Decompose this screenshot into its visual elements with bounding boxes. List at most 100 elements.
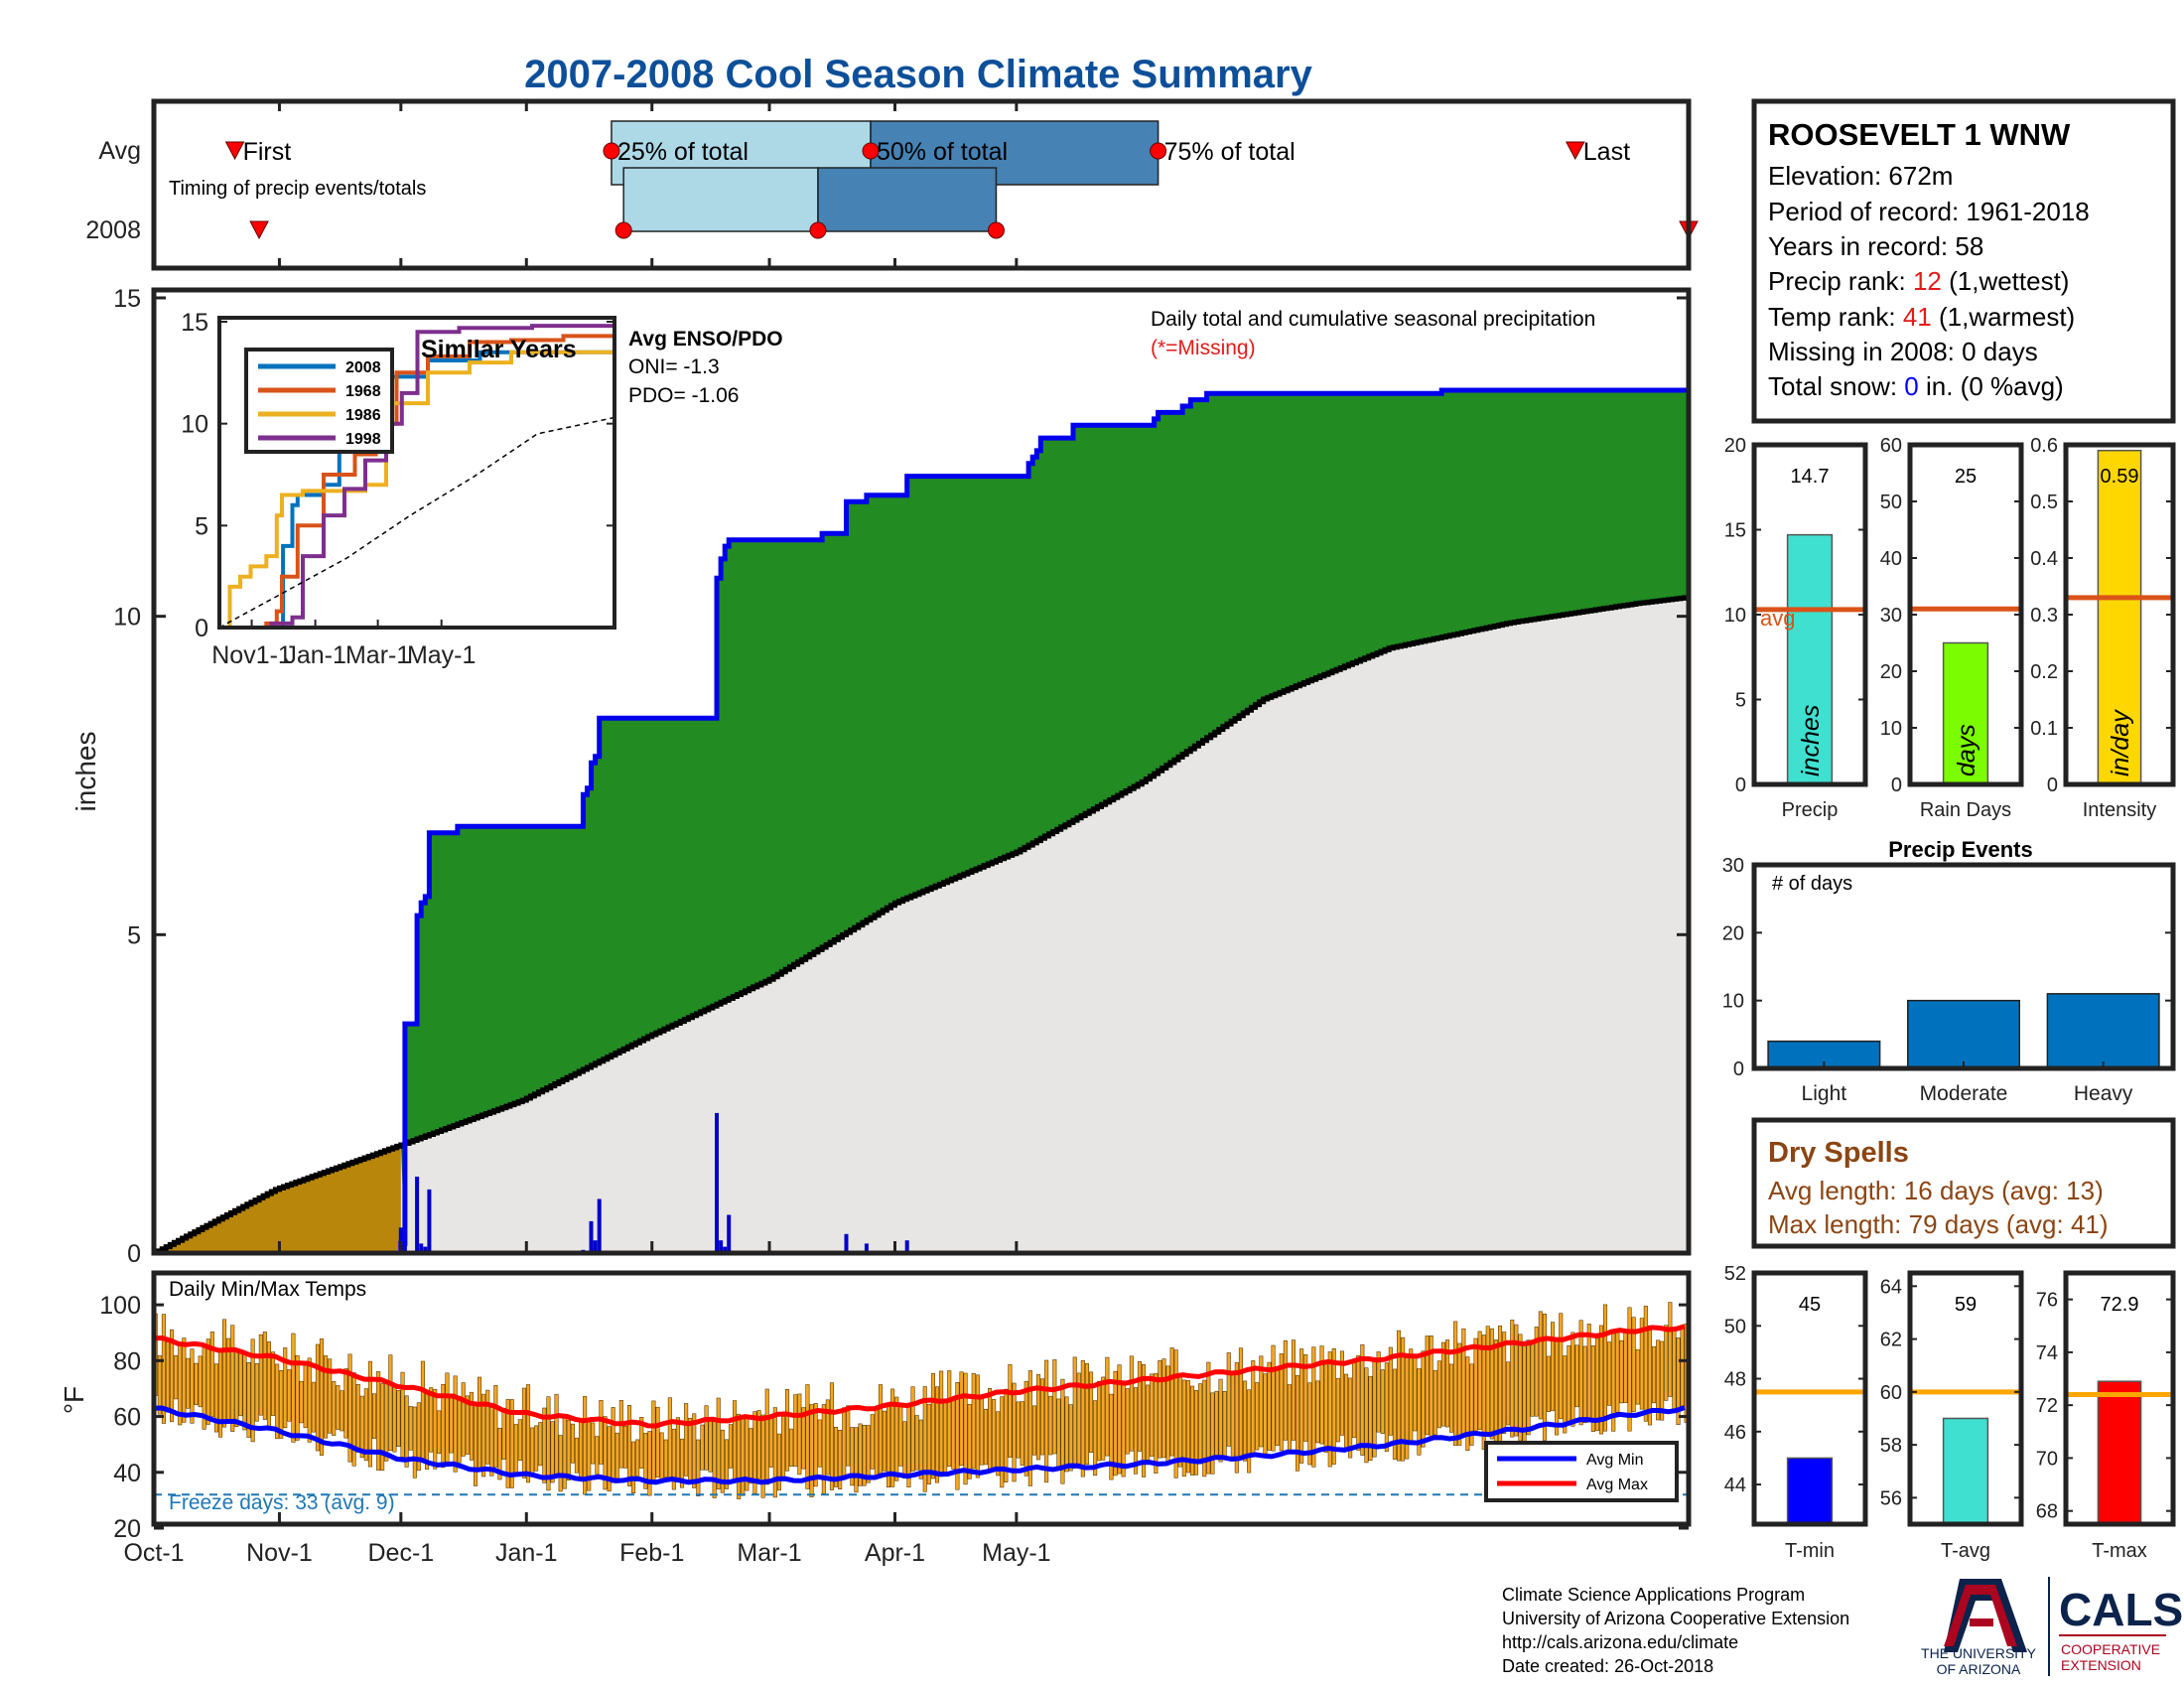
daily-temp-bar xyxy=(1546,1355,1551,1413)
summary-panel-precip: 0 5 10 15 20 14.7 Precip inches avg xyxy=(1724,435,1868,821)
timing-first-last-marker xyxy=(249,220,269,240)
precip-rank-value: 12 xyxy=(1913,266,1942,296)
timing-percent-marker xyxy=(603,142,620,160)
daily-temp-bar xyxy=(720,1429,725,1493)
daily-temp-bar xyxy=(412,1406,417,1478)
daily-temp-bar xyxy=(663,1439,668,1477)
daily-temp-bar xyxy=(772,1407,777,1498)
inset-y-tick-label: 5 xyxy=(195,512,208,540)
daily-temp-bar xyxy=(1506,1361,1511,1426)
daily-temp-bar xyxy=(833,1427,839,1487)
daily-temp-bar xyxy=(704,1405,709,1471)
daily-temp-bar xyxy=(829,1382,834,1490)
cals-line2: EXTENSION xyxy=(2061,1657,2141,1673)
daily-precip-bar xyxy=(864,1243,869,1253)
daily-temp-bar xyxy=(303,1363,308,1429)
daily-temp-bar xyxy=(1068,1404,1073,1472)
daily-temp-bar xyxy=(315,1343,320,1452)
daily-temp-bar xyxy=(213,1363,218,1433)
inset-x-tick-label: Jan-1 xyxy=(284,641,346,669)
temp-summary-panel-t-max: 68 70 72 74 76 72.9 T-max xyxy=(2036,1270,2176,1562)
daily-temp-bar xyxy=(1283,1339,1288,1441)
daily-temp-bar xyxy=(1425,1336,1430,1436)
daily-temp-bar xyxy=(1101,1376,1106,1461)
temp-y-tick-label: 60 xyxy=(113,1404,141,1432)
daily-temp-bar xyxy=(934,1386,940,1483)
main-y-ticks: 0 5 10 15 xyxy=(113,285,1689,1268)
daily-temp-bar xyxy=(1117,1364,1122,1475)
daily-precip-bar xyxy=(719,1240,724,1253)
daily-temp-bar xyxy=(1234,1361,1239,1474)
daily-temp-bar xyxy=(894,1396,899,1481)
inset-average-line xyxy=(218,416,615,629)
daily-temp-bar xyxy=(1169,1347,1174,1457)
temperature-plot: 20 40 60 80 100 °F Daily Min/Max Temps Freez… xyxy=(59,1270,1692,1543)
daily-temp-bar xyxy=(1676,1337,1681,1426)
daily-temp-bar xyxy=(618,1400,623,1469)
daily-temp-bar xyxy=(1109,1393,1114,1480)
daily-temp-bar xyxy=(1397,1330,1402,1462)
ua-logo-line1: THE UNIVERSITY xyxy=(1921,1645,2037,1661)
precip-events-ylabel: # of days xyxy=(1772,873,1852,895)
daily-temp-bar xyxy=(805,1384,810,1489)
average-cumulative-area xyxy=(154,597,1689,1253)
daily-temp-bar xyxy=(1551,1322,1556,1412)
daily-temp-bar xyxy=(1436,1360,1441,1429)
daily-temp-bar xyxy=(1586,1324,1591,1423)
footer-credits: Climate Science Applications Program Uni… xyxy=(1502,1583,1849,1678)
precip-event-category-label: Moderate xyxy=(1920,1082,2008,1105)
daily-temp-bar xyxy=(1181,1379,1186,1477)
temp-summary-y-tick-label: 50 xyxy=(1724,1316,1746,1337)
inset-legend-label: 1986 xyxy=(345,407,381,424)
date-tick-label: Nov-1 xyxy=(246,1539,313,1567)
daily-temp-bar xyxy=(1660,1340,1665,1421)
inset-legend: 2008 1968 1986 1998 xyxy=(258,359,381,448)
cumulative-2008-line xyxy=(154,317,1692,1256)
daily-temp-bar xyxy=(190,1348,195,1424)
cals-logo-text: CALS xyxy=(2059,1584,2183,1635)
daily-temp-bar xyxy=(963,1372,968,1485)
daily-temp-bar xyxy=(1348,1377,1353,1459)
daily-temp-bar xyxy=(1360,1343,1365,1456)
daily-temp-bar xyxy=(910,1386,915,1472)
daily-temp-bar xyxy=(1335,1377,1340,1443)
precip-event-category-label: Heavy xyxy=(2074,1082,2133,1105)
precip-deficit-area xyxy=(154,1145,401,1253)
daily-temp-bar xyxy=(469,1391,474,1461)
footer-line-url[interactable]: http://cals.arizona.edu/climate xyxy=(1502,1632,1739,1652)
timing-bar-50-75 xyxy=(817,167,998,232)
daily-temp-bar xyxy=(947,1370,952,1468)
temp-y-tick-label: 80 xyxy=(113,1347,141,1375)
summary-y-tick-label: 40 xyxy=(1880,548,1902,570)
daily-temp-bar xyxy=(517,1419,522,1462)
daily-temp-bar xyxy=(1599,1325,1604,1435)
daily-temp-bar xyxy=(1623,1330,1628,1403)
daily-temp-bar xyxy=(396,1390,401,1448)
avg-max-legend-label: Avg Max xyxy=(1586,1477,1648,1493)
daily-temp-bar xyxy=(838,1430,843,1490)
daily-temp-bar xyxy=(513,1424,518,1477)
daily-temp-bar xyxy=(1364,1367,1369,1464)
temp-y-tick-label: 40 xyxy=(113,1460,141,1487)
daily-temp-bar xyxy=(878,1384,883,1475)
daily-temp-bar xyxy=(760,1414,765,1498)
daily-temp-bar xyxy=(696,1439,701,1497)
daily-temp-bar xyxy=(359,1395,364,1459)
temp-summary-y-tick-label: 60 xyxy=(1880,1382,1902,1404)
timing-panel-frame xyxy=(151,98,1692,271)
daily-temp-bar xyxy=(1125,1388,1130,1455)
daily-temp-bar xyxy=(1259,1355,1264,1448)
daily-temp-bar xyxy=(355,1384,360,1453)
daily-temp-bar xyxy=(574,1437,579,1474)
daily-temp-bar xyxy=(270,1351,276,1416)
timing-25-label: 25% of total xyxy=(617,138,749,166)
daily-temp-bar xyxy=(700,1424,705,1471)
daily-temp-bar xyxy=(1154,1372,1159,1474)
daily-precip-bar xyxy=(427,1189,432,1253)
daily-temp-bar xyxy=(987,1388,993,1472)
station-box-frame xyxy=(1751,98,2176,424)
temp-y-tick-label: 20 xyxy=(113,1515,141,1543)
daily-temp-bar xyxy=(756,1410,761,1479)
daily-temp-bar xyxy=(538,1422,543,1467)
station-info-box: ROOSEVELT 1 WNW Elevation: 672m Period o… xyxy=(1751,98,2176,424)
